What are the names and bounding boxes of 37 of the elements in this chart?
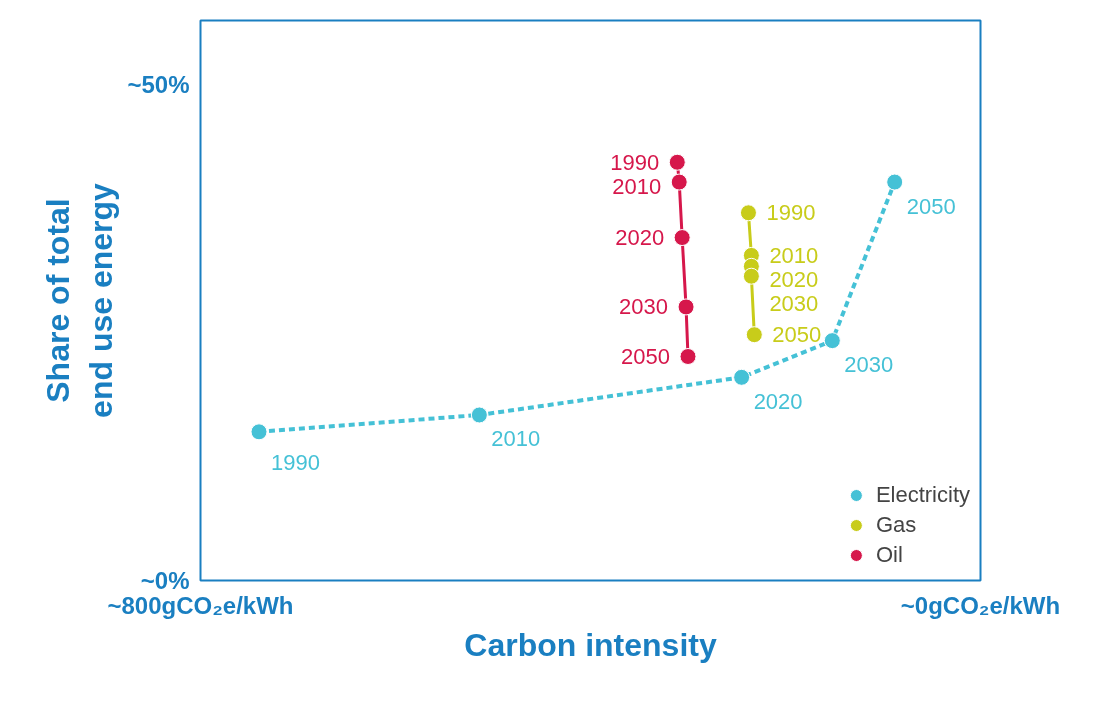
- annotation: 2010: [491, 426, 541, 452]
- point: [733, 368, 751, 386]
- point: [470, 406, 488, 424]
- legend-label: Oil: [875, 542, 903, 568]
- legend-label: Gas: [875, 512, 917, 538]
- annotation: 2010: [769, 242, 819, 268]
- annotation: 2030: [619, 294, 669, 320]
- point: [673, 229, 691, 247]
- point: [886, 173, 904, 191]
- x-tick-label: ~0gCO₂e/kWh: [900, 591, 1061, 619]
- y-tick-label: ~0%: [140, 567, 190, 594]
- point: [670, 173, 688, 191]
- annotation: 2050: [621, 344, 671, 369]
- legend-label: Electricity: [875, 482, 970, 508]
- point: [745, 326, 763, 344]
- point: [668, 153, 686, 171]
- annotation: 2050: [906, 193, 956, 219]
- annotation: 2030: [844, 352, 894, 378]
- annotation: 1990: [610, 149, 660, 175]
- annotation: 2020: [753, 388, 803, 414]
- point: [742, 267, 760, 285]
- point: [679, 348, 697, 365]
- annotation: 1990: [766, 200, 816, 226]
- x-tick-label: ~800gCO₂e/kWh: [107, 591, 294, 619]
- annotation: 2020: [769, 266, 819, 292]
- annotation: 1990: [271, 450, 320, 476]
- annotation: 2010: [612, 173, 662, 199]
- point: [739, 204, 757, 222]
- x-axis-title: Carbon intensity: [464, 626, 717, 663]
- y-tick-label: ~50%: [127, 71, 190, 99]
- annotation: 2050: [772, 322, 822, 348]
- point: [250, 423, 268, 441]
- y-axis-title: Share of total end use energy: [40, 182, 120, 418]
- point: [823, 332, 841, 350]
- point: [677, 298, 695, 316]
- annotation: 2030: [769, 290, 819, 316]
- annotation: 2020: [615, 225, 665, 251]
